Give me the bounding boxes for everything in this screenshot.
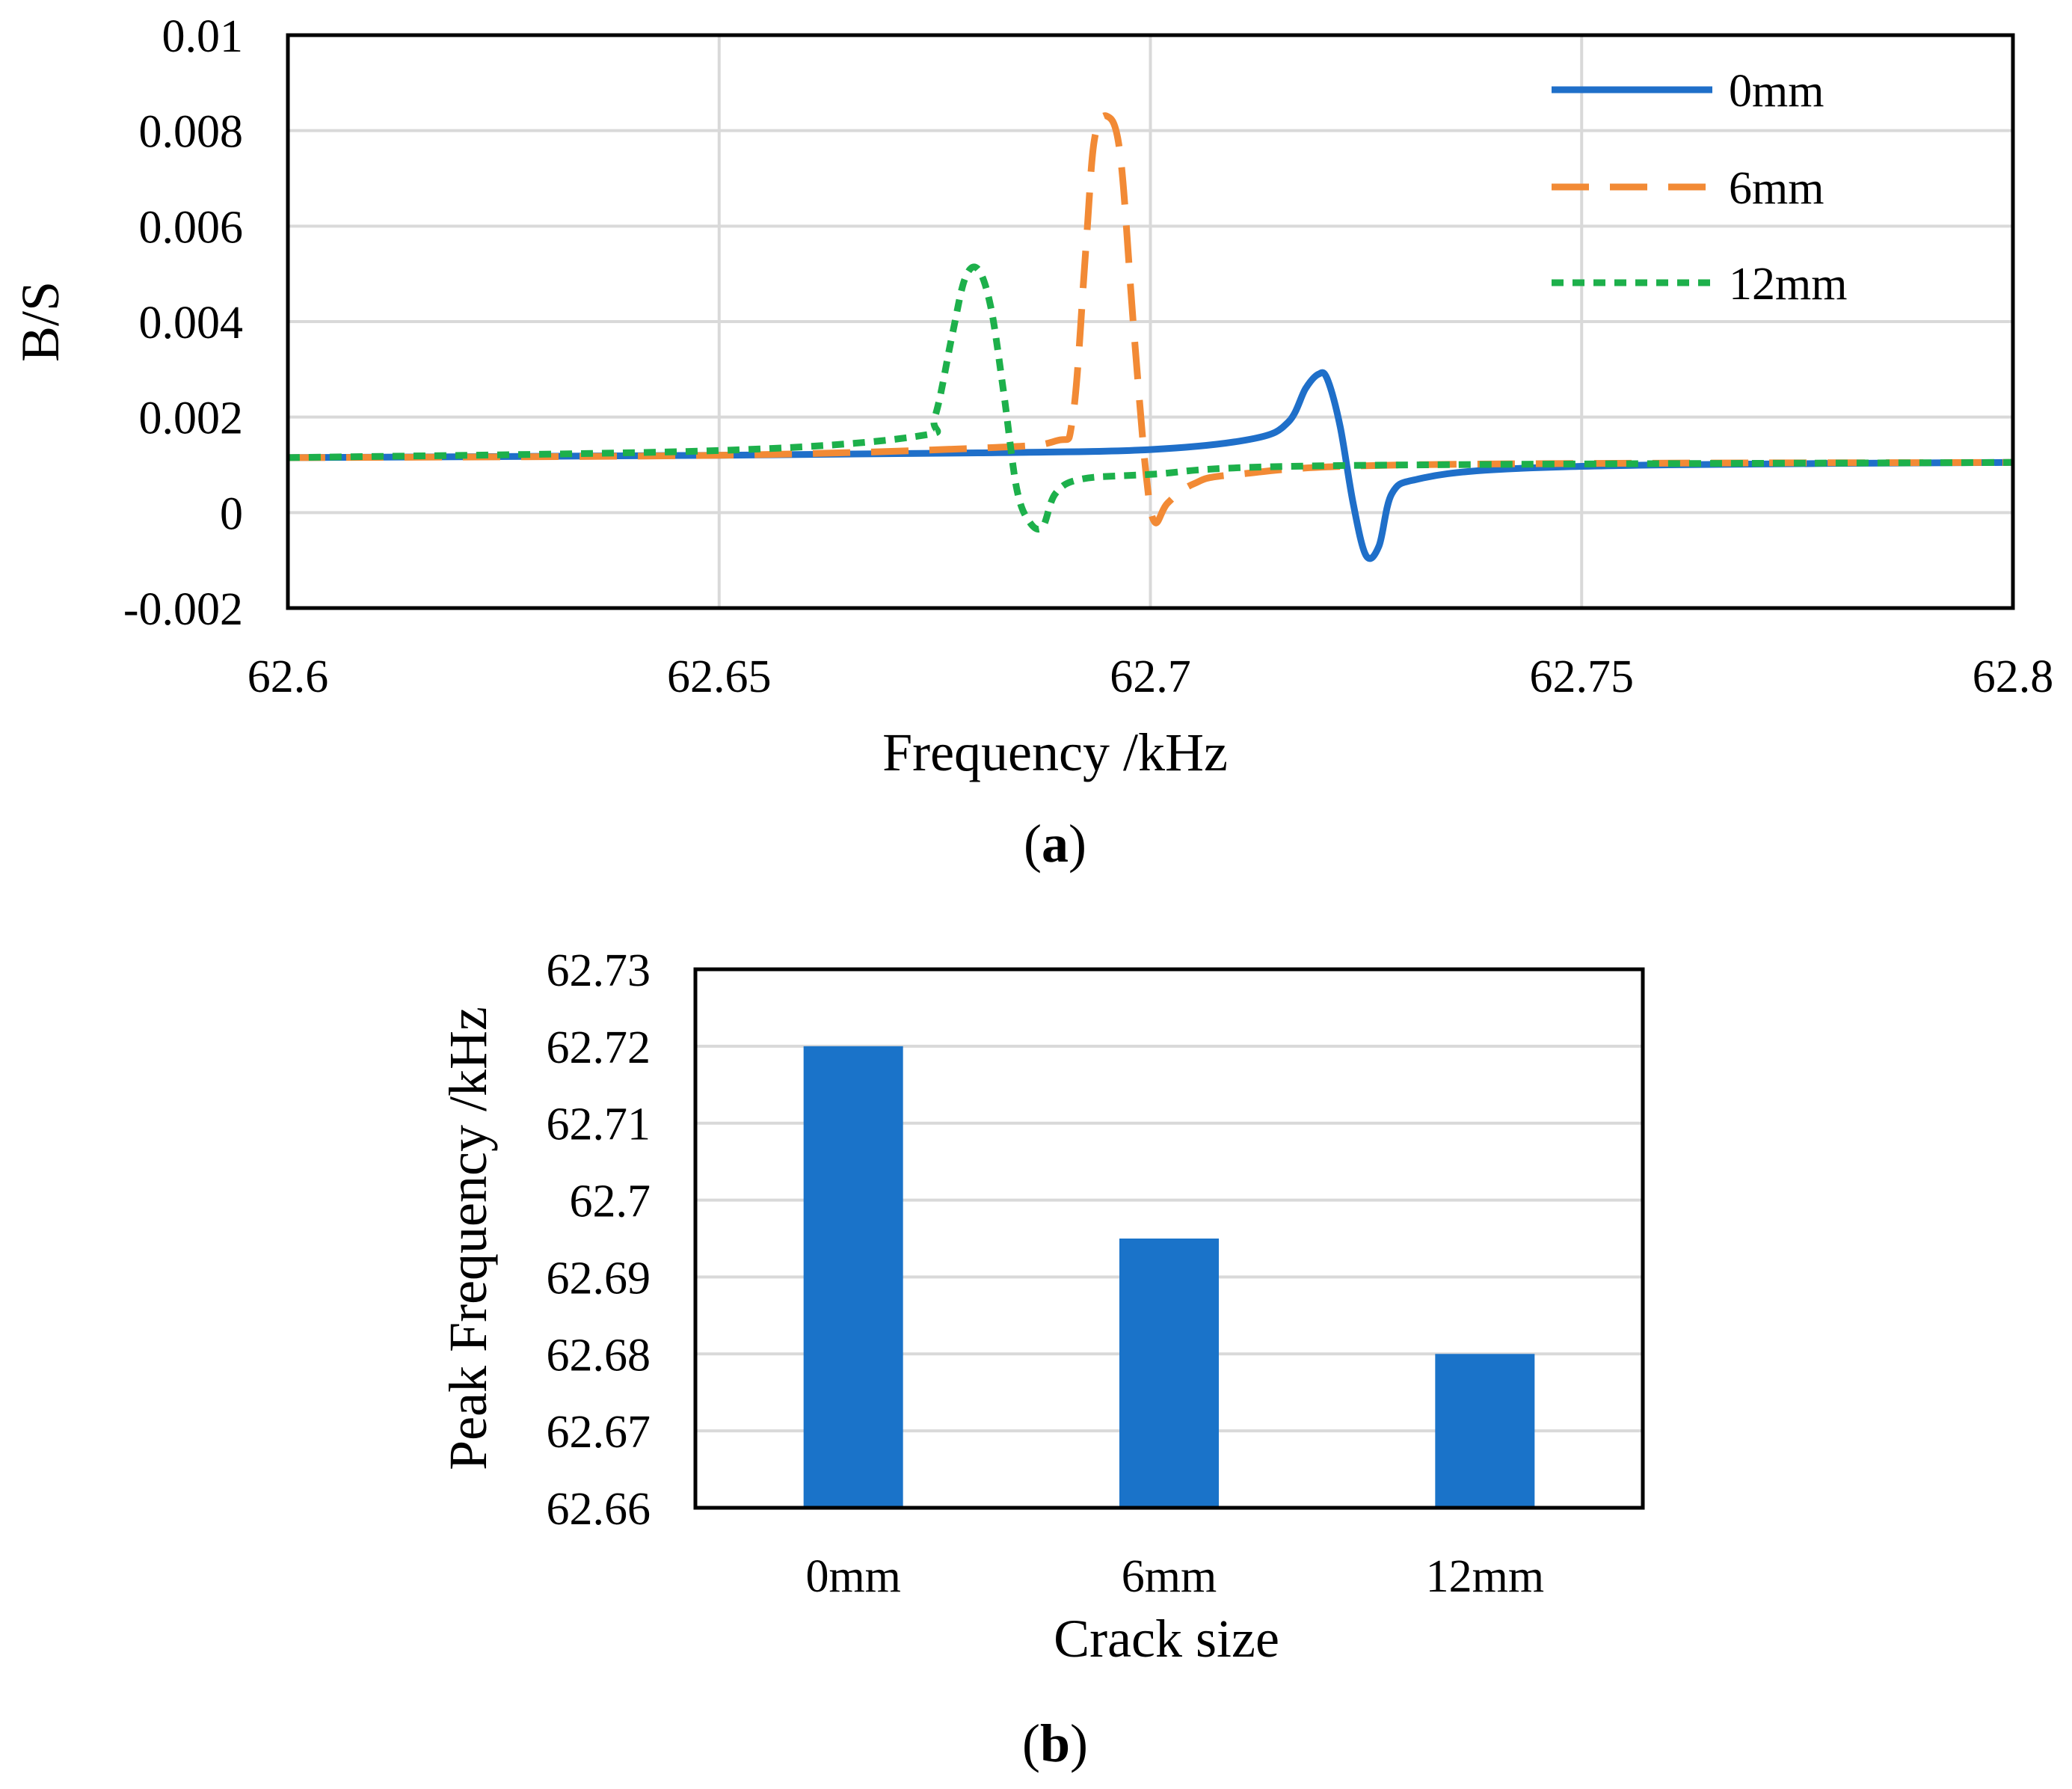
chart-a-y-tick-0-008: 0.008 bbox=[139, 107, 244, 158]
chart-a-y-axis-title: B/S bbox=[10, 281, 70, 362]
chart-b-x-axis-title: Crack size bbox=[1054, 1609, 1279, 1669]
chart-b-bar-6mm bbox=[1119, 1239, 1219, 1508]
chart-b-y-tick-62-69: 62.69 bbox=[547, 1253, 651, 1304]
chart-b-y-tick-62-7: 62.7 bbox=[570, 1176, 651, 1227]
caption-b-letter: b bbox=[1040, 1713, 1070, 1773]
chart-b-x-tick-labels: 0mm 6mm 12mm bbox=[805, 1551, 1544, 1602]
caption-b: (b) bbox=[1022, 1713, 1088, 1773]
chart-a-y-tick-0-01: 0.01 bbox=[162, 11, 244, 62]
chart-a-x-tick-62-6: 62.6 bbox=[248, 651, 329, 702]
chart-b-bars bbox=[803, 1046, 1535, 1508]
chart-b-x-tick-0mm: 0mm bbox=[805, 1551, 900, 1602]
chart-a-series bbox=[287, 112, 2014, 562]
legend-label-12mm: 12mm bbox=[1729, 259, 1847, 310]
chart-a-x-tick-62-7: 62.7 bbox=[1110, 651, 1191, 702]
legend-label-6mm: 6mm bbox=[1729, 163, 1824, 214]
chart-a-series-line-12mm bbox=[287, 263, 2014, 533]
chart-a-y-tick-0-006: 0.006 bbox=[139, 202, 244, 253]
chart-b-y-tick-labels: 62.73 62.72 62.71 62.7 62.69 62.68 62.67 62.66 bbox=[547, 945, 651, 1535]
chart-b-y-tick-62-66: 62.66 bbox=[547, 1484, 651, 1535]
chart-b-bar-0mm bbox=[803, 1046, 903, 1508]
chart-a-y-tick-0-002: 0.002 bbox=[139, 393, 244, 444]
legend-label-0mm: 0mm bbox=[1729, 66, 1824, 117]
chart-b-x-tick-6mm: 6mm bbox=[1122, 1551, 1217, 1602]
chart-a-x-tick-labels: 62.6 62.65 62.7 62.75 62.8 bbox=[248, 651, 2054, 702]
chart-a-gridlines bbox=[286, 34, 2014, 610]
chart-a-x-tick-62-65: 62.65 bbox=[667, 651, 772, 702]
chart-b-bar-12mm bbox=[1435, 1354, 1535, 1508]
chart-b-y-axis-title: Peak Frequency /kHz bbox=[438, 1007, 498, 1470]
chart-a-y-tick-labels: 0.01 0.008 0.006 0.004 0.002 0 -0.002 bbox=[123, 11, 243, 635]
chart-a-plot-frame bbox=[286, 33, 2015, 610]
chart-b: 62.7362.7262.7162.762.6962.6862.6762.66 … bbox=[438, 945, 1645, 1773]
chart-a-legend: 0mm 6mm 12mm bbox=[1552, 66, 1847, 310]
chart-b-y-tick-62-71: 62.71 bbox=[547, 1099, 651, 1150]
chart-a-y-tick-0: 0 bbox=[220, 488, 243, 539]
chart-b-y-tick-62-68: 62.68 bbox=[547, 1330, 651, 1381]
chart-b-y-tick-62-73: 62.73 bbox=[547, 945, 651, 996]
chart-b-x-tick-12mm: 12mm bbox=[1426, 1551, 1544, 1602]
chart-a-y-tick-0-004: 0.004 bbox=[139, 298, 244, 349]
caption-a: (a) bbox=[1024, 814, 1086, 874]
chart-b-plot-frame bbox=[693, 967, 1645, 1510]
chart-b-y-tick-62-67: 62.67 bbox=[547, 1407, 651, 1458]
chart-a-x-tick-62-75: 62.75 bbox=[1530, 651, 1635, 702]
caption-a-letter: a bbox=[1042, 814, 1069, 874]
chart-a-series-line-6mm bbox=[287, 112, 2014, 527]
chart-a-x-tick-62-8: 62.8 bbox=[1973, 651, 2054, 702]
chart-b-y-tick-62-72: 62.72 bbox=[547, 1022, 651, 1073]
chart-a-x-axis-title: Frequency /kHz bbox=[882, 722, 1228, 782]
chart-a-y-tick-0-002: -0.002 bbox=[123, 584, 243, 635]
